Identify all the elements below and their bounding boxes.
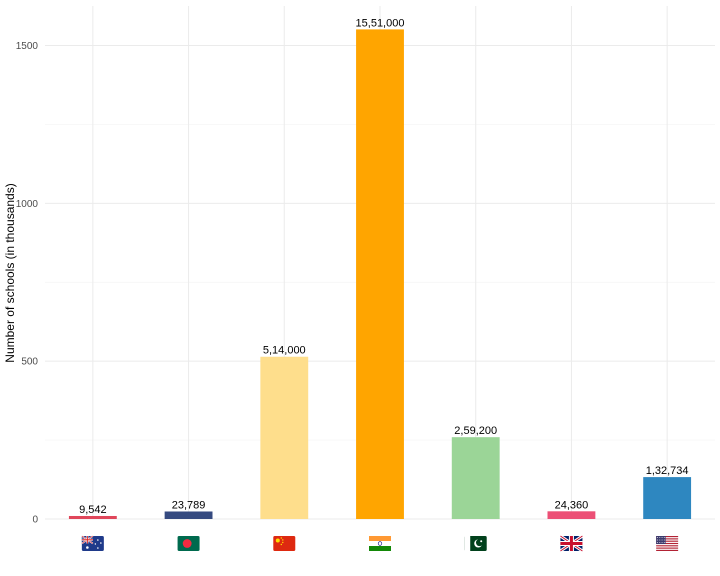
india-flag-icon (369, 536, 391, 551)
bar (164, 511, 213, 519)
data-label: 2,59,200 (454, 425, 497, 437)
y-axis-ticks: 0 500 1000 1500 (16, 41, 39, 526)
data-label: 9,542 (79, 504, 107, 516)
usa-flag-icon (656, 536, 679, 551)
bar (356, 29, 404, 519)
bar (451, 437, 500, 519)
data-label: 1,32,734 (646, 465, 689, 477)
y-tick-label: 1000 (16, 199, 39, 210)
y-tick-label: 0 (32, 515, 38, 526)
data-label: 24,360 (555, 499, 589, 511)
y-axis-title: Number of schools (in thousands) (3, 183, 17, 362)
china-flag-icon (273, 536, 296, 551)
bangladesh-flag-icon (177, 536, 200, 551)
bar (68, 515, 117, 519)
y-tick-label: 500 (21, 357, 38, 368)
bar (643, 477, 692, 519)
data-labels: 9,542 23,789 5,14,000 15,51,000 2,59,200 24,3… (79, 17, 688, 516)
australia-flag-icon (81, 535, 104, 551)
y-tick-label: 1500 (16, 41, 39, 52)
bar (547, 511, 596, 519)
data-label: 15,51,000 (356, 17, 405, 29)
data-label: 5,14,000 (263, 345, 306, 357)
uk-flag-icon (559, 534, 584, 553)
x-axis-flags (81, 534, 679, 553)
pakistan-flag-icon (464, 536, 487, 551)
data-label: 23,789 (172, 499, 206, 511)
bars (68, 29, 692, 519)
bar (260, 356, 309, 519)
